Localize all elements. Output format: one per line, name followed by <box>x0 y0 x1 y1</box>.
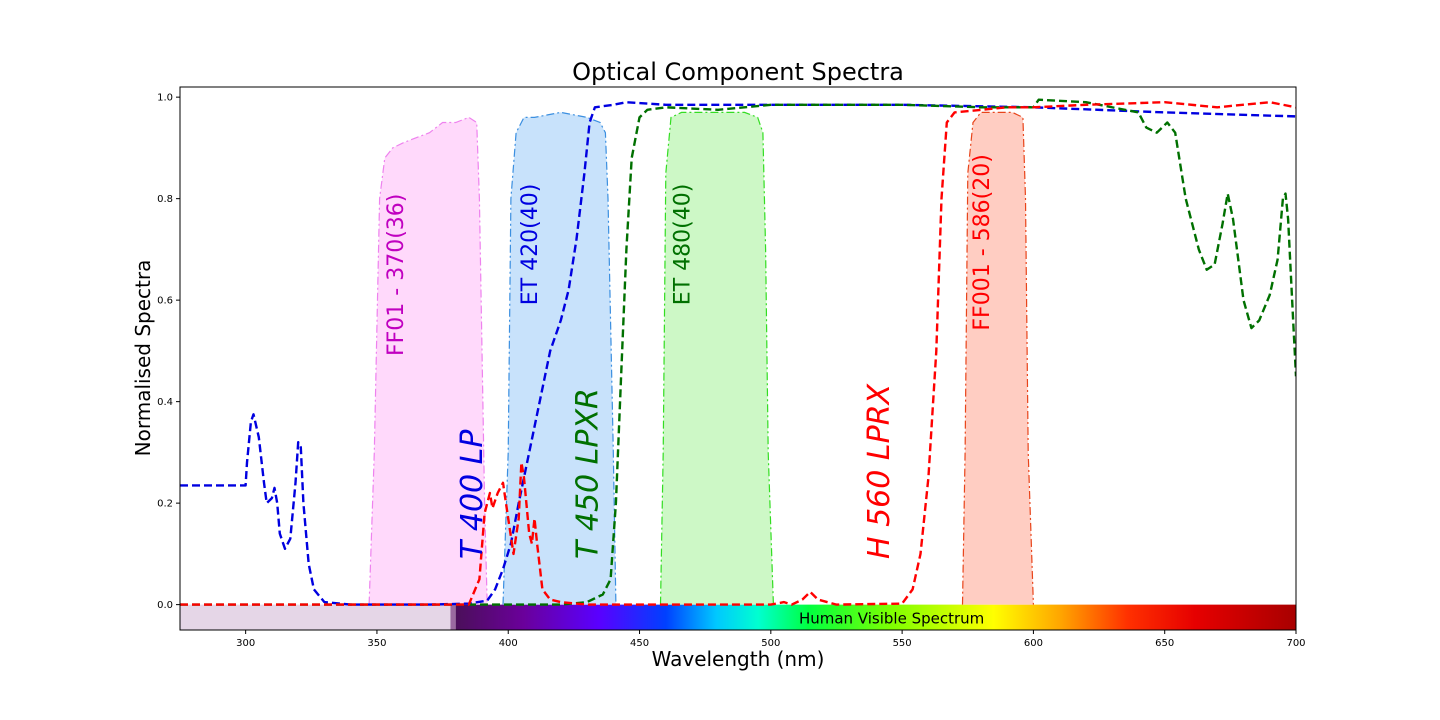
uv-edge <box>450 604 456 630</box>
uv-region <box>180 604 456 630</box>
filter-edge-0 <box>368 116 488 605</box>
x-tick-label-2: 400 <box>499 638 518 649</box>
x-tick-label-0: 300 <box>236 638 255 649</box>
filter-passbands <box>368 111 1034 605</box>
filter-fill-3 <box>962 112 1034 605</box>
y-axis: 0.0 0.2 0.4 0.6 0.8 1.0 <box>157 93 180 611</box>
visible-spectrum-bar <box>455 604 1296 630</box>
y-axis-label: Normalised Spectra <box>131 260 155 457</box>
plot-frame <box>179 86 1297 631</box>
x-axis-label: Wavelength (nm) <box>652 647 825 671</box>
x-tick-label-6: 600 <box>1024 638 1043 649</box>
annotation-4: T 400 LP <box>455 429 490 559</box>
filter-fill-1 <box>503 112 616 605</box>
longpass-series <box>180 98 1296 606</box>
chart-title: Optical Component Spectra <box>572 58 904 86</box>
y-tick-label-2: 0.4 <box>157 397 173 408</box>
x-axis: 300 350 400 450 500 550 600 650 700 <box>236 630 1306 649</box>
annotation-6: H 560 LPRX <box>862 382 897 559</box>
x-tick-label-8: 700 <box>1286 638 1305 649</box>
filter-edge-2 <box>659 111 774 605</box>
x-tick-label-7: 650 <box>1155 638 1174 649</box>
x-tick-label-5: 550 <box>893 638 912 649</box>
y-tick-label-0: 0.0 <box>157 600 173 611</box>
series-line-0 <box>180 101 1296 606</box>
annotation-0: FF01 - 370(36) <box>384 194 409 356</box>
filter-edge-1 <box>502 111 617 605</box>
curve-annotations: FF01 - 370(36) ET 420(40) ET 480(40) FF001 … <box>384 154 995 559</box>
visible-spectrum-band: Human Visible Spectrum <box>180 604 1296 630</box>
filter-edge-3 <box>961 111 1034 605</box>
x-tick-label-4: 500 <box>761 638 780 649</box>
filter-fill-2 <box>660 112 774 605</box>
x-tick-label-3: 450 <box>630 638 649 649</box>
filter-fill-0 <box>369 117 488 605</box>
annotation-5: T 450 LPXR <box>571 388 606 559</box>
y-tick-label-3: 0.6 <box>157 296 173 307</box>
y-tick-label-5: 1.0 <box>157 93 173 104</box>
visible-spectrum-label: Human Visible Spectrum <box>799 609 984 627</box>
series-line-2 <box>180 101 1296 606</box>
annotation-1: ET 420(40) <box>518 184 543 305</box>
y-tick-label-1: 0.2 <box>157 499 173 510</box>
x-tick-label-1: 350 <box>367 638 386 649</box>
y-tick-label-4: 0.8 <box>157 194 173 205</box>
annotation-3: FF001 - 586(20) <box>970 154 995 330</box>
series-line-1 <box>180 98 1296 606</box>
annotation-2: ET 480(40) <box>670 184 695 305</box>
